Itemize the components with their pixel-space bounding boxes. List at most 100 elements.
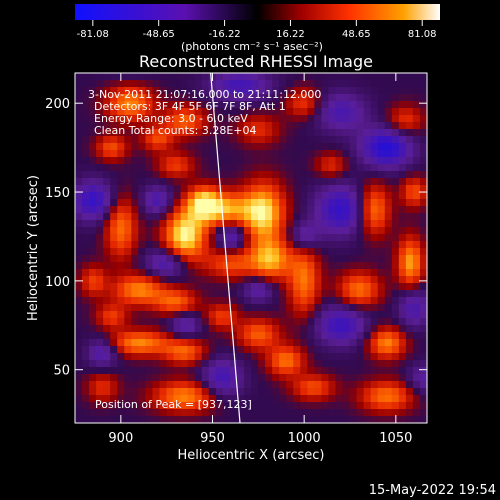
- heatmap-cell: [349, 269, 357, 277]
- heatmap-cell: [236, 276, 245, 284]
- heatmap-cell: [89, 332, 97, 340]
- heatmap-cell: [194, 164, 203, 172]
- heatmap-cell: [159, 269, 167, 277]
- heatmap-cell: [159, 227, 167, 235]
- heatmap-cell: [342, 234, 350, 242]
- heatmap-cell: [75, 290, 83, 298]
- heatmap-cell: [208, 241, 217, 249]
- heatmap-cell: [173, 206, 181, 214]
- heatmap-cell: [314, 241, 322, 249]
- heatmap-cell: [419, 311, 427, 319]
- heatmap-cell: [342, 290, 350, 298]
- heatmap-cell: [412, 185, 421, 193]
- heatmap-cell: [265, 388, 273, 396]
- heatmap-cell: [124, 192, 132, 200]
- heatmap-cell: [258, 269, 266, 277]
- heatmap-cell: [342, 325, 350, 333]
- heatmap-cell: [187, 94, 196, 102]
- heatmap-cell: [370, 374, 379, 382]
- heatmap-cell: [377, 206, 386, 214]
- heatmap-cell: [412, 122, 421, 130]
- heatmap-cell: [117, 129, 125, 137]
- heatmap-cell: [145, 374, 153, 382]
- heatmap-cell: [342, 269, 350, 277]
- heatmap-cell: [272, 276, 280, 284]
- heatmap-cell: [89, 171, 97, 179]
- heatmap-cell: [405, 164, 414, 172]
- heatmap-cell: [103, 269, 111, 277]
- heatmap-cell: [398, 269, 407, 277]
- heatmap-cell: [356, 332, 365, 340]
- heatmap-cell: [293, 388, 301, 396]
- heatmap-cell: [103, 388, 111, 396]
- heatmap-cell: [370, 276, 379, 284]
- heatmap-cell: [110, 395, 118, 403]
- heatmap-cell: [229, 80, 238, 88]
- heatmap-cell: [75, 136, 83, 144]
- heatmap-cell: [384, 227, 393, 235]
- heatmap-cell: [405, 311, 414, 319]
- heatmap-cell: [419, 241, 427, 249]
- heatmap-cell: [82, 206, 90, 214]
- heatmap-cell: [222, 164, 231, 172]
- heatmap-cell: [75, 248, 83, 256]
- heatmap-cell: [96, 185, 104, 193]
- heatmap-cell: [82, 178, 90, 186]
- heatmap-cell: [236, 409, 245, 417]
- heatmap-cell: [166, 269, 174, 277]
- heatmap-cell: [265, 353, 273, 361]
- heatmap-cell: [173, 395, 181, 403]
- heatmap-cell: [279, 409, 287, 417]
- heatmap-cell: [159, 115, 167, 123]
- heatmap-cell: [243, 248, 252, 256]
- heatmap-cell: [103, 94, 111, 102]
- heatmap-cell: [145, 255, 153, 263]
- heatmap-cell: [138, 416, 146, 423]
- heatmap-cell: [82, 255, 90, 263]
- heatmap-cell: [110, 150, 118, 158]
- heatmap-cell: [419, 388, 427, 396]
- heatmap-cell: [251, 276, 259, 284]
- heatmap-cell: [321, 94, 329, 102]
- heatmap-cell: [363, 332, 372, 340]
- heatmap-cell: [272, 178, 280, 186]
- heatmap-cell: [363, 178, 372, 186]
- heatmap-cell: [117, 339, 125, 347]
- heatmap-cell: [419, 87, 427, 95]
- heatmap-cell: [398, 290, 407, 298]
- heatmap-cell: [251, 227, 259, 235]
- heatmap-cell: [180, 206, 189, 214]
- heatmap-cell: [384, 220, 393, 228]
- heatmap-cell: [363, 290, 372, 298]
- heatmap-cell: [215, 402, 224, 410]
- heatmap-cell: [328, 94, 336, 102]
- heatmap-cell: [187, 262, 196, 270]
- heatmap-cell: [201, 311, 210, 319]
- heatmap-cell: [110, 290, 118, 298]
- heatmap-cell: [272, 360, 280, 368]
- heatmap-cell: [75, 283, 83, 291]
- heatmap-cell: [201, 185, 210, 193]
- heatmap-cell: [286, 136, 294, 144]
- heatmap-cell: [405, 346, 414, 354]
- heatmap-cell: [243, 311, 252, 319]
- heatmap-cell: [286, 381, 294, 389]
- heatmap-cell: [110, 311, 118, 319]
- heatmap-cell: [103, 192, 111, 200]
- heatmap-cell: [229, 395, 238, 403]
- heatmap-cell: [349, 262, 357, 270]
- heatmap-cell: [251, 395, 259, 403]
- heatmap-cell: [307, 304, 315, 312]
- heatmap-cell: [131, 73, 139, 81]
- heatmap-cell: [229, 381, 238, 389]
- heatmap-cell: [222, 248, 231, 256]
- heatmap-cell: [398, 255, 407, 263]
- heatmap-cell: [110, 164, 118, 172]
- heatmap-cell: [342, 255, 350, 263]
- heatmap-cell: [384, 136, 393, 144]
- heatmap-cell: [356, 262, 365, 270]
- heatmap-cell: [82, 290, 90, 298]
- heatmap-cell: [314, 206, 322, 214]
- heatmap-cell: [307, 339, 315, 347]
- heatmap-cell: [152, 143, 160, 151]
